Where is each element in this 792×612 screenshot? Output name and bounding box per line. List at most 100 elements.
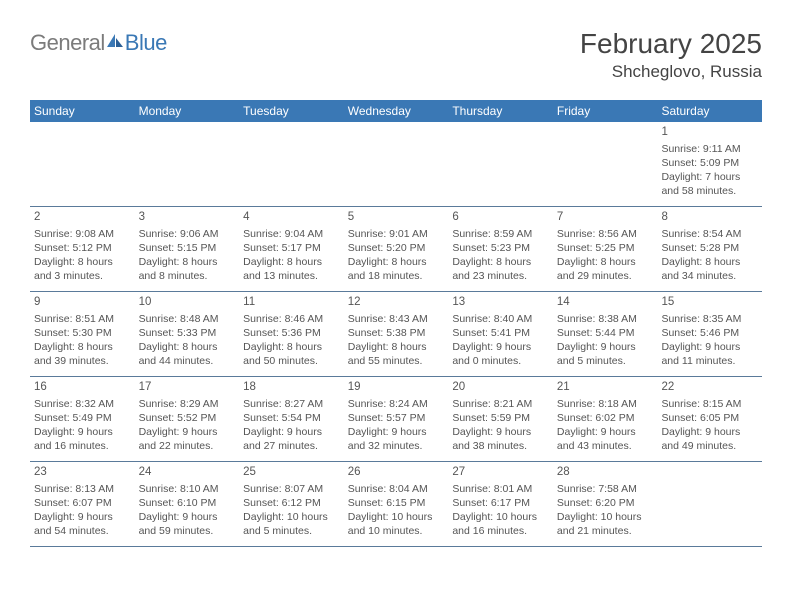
- day-info-line: Sunrise: 8:04 AM: [348, 482, 445, 496]
- day-number: 27: [452, 465, 549, 481]
- day-info-line: Daylight: 10 hours: [452, 510, 549, 524]
- week-row: 9Sunrise: 8:51 AMSunset: 5:30 PMDaylight…: [30, 292, 762, 377]
- day-number: 16: [34, 380, 131, 396]
- weekday-header: Wednesday: [344, 100, 449, 122]
- day-info-line: and 5 minutes.: [243, 524, 340, 538]
- day-info-line: Daylight: 8 hours: [452, 255, 549, 269]
- day-info-line: Sunrise: 8:24 AM: [348, 397, 445, 411]
- day-info-line: Daylight: 9 hours: [243, 425, 340, 439]
- day-info-line: Sunset: 6:15 PM: [348, 496, 445, 510]
- day-info-line: Sunrise: 8:29 AM: [139, 397, 236, 411]
- day-info-line: Sunset: 5:33 PM: [139, 326, 236, 340]
- week-row: 23Sunrise: 8:13 AMSunset: 6:07 PMDayligh…: [30, 462, 762, 547]
- day-cell: 27Sunrise: 8:01 AMSunset: 6:17 PMDayligh…: [448, 462, 553, 546]
- day-info-line: Sunrise: 8:51 AM: [34, 312, 131, 326]
- day-info-line: and 0 minutes.: [452, 354, 549, 368]
- day-info-line: Sunset: 5:36 PM: [243, 326, 340, 340]
- day-info-line: Sunrise: 8:43 AM: [348, 312, 445, 326]
- day-info-line: Sunrise: 8:01 AM: [452, 482, 549, 496]
- day-info-line: Sunrise: 8:35 AM: [661, 312, 758, 326]
- day-info-line: Sunrise: 9:06 AM: [139, 227, 236, 241]
- day-info-line: Daylight: 10 hours: [557, 510, 654, 524]
- brand-logo: GeneralBlue: [30, 30, 167, 56]
- day-info-line: Sunrise: 9:08 AM: [34, 227, 131, 241]
- day-number: 18: [243, 380, 340, 396]
- day-number: 10: [139, 295, 236, 311]
- day-info-line: and 8 minutes.: [139, 269, 236, 283]
- day-info-line: and 21 minutes.: [557, 524, 654, 538]
- day-number: 1: [661, 125, 758, 141]
- day-info-line: Sunset: 5:46 PM: [661, 326, 758, 340]
- day-cell: 12Sunrise: 8:43 AMSunset: 5:38 PMDayligh…: [344, 292, 449, 376]
- logo-sail-icon: [106, 30, 124, 56]
- day-info-line: Sunset: 6:02 PM: [557, 411, 654, 425]
- weekday-header: Tuesday: [239, 100, 344, 122]
- day-cell: [344, 122, 449, 206]
- day-cell: 20Sunrise: 8:21 AMSunset: 5:59 PMDayligh…: [448, 377, 553, 461]
- day-cell: 8Sunrise: 8:54 AMSunset: 5:28 PMDaylight…: [657, 207, 762, 291]
- day-info-line: Sunrise: 8:07 AM: [243, 482, 340, 496]
- day-info-line: Sunrise: 8:13 AM: [34, 482, 131, 496]
- day-number: 21: [557, 380, 654, 396]
- day-cell: 16Sunrise: 8:32 AMSunset: 5:49 PMDayligh…: [30, 377, 135, 461]
- day-info-line: Sunset: 5:17 PM: [243, 241, 340, 255]
- day-number: 26: [348, 465, 445, 481]
- day-info-line: Sunset: 5:25 PM: [557, 241, 654, 255]
- day-cell: 15Sunrise: 8:35 AMSunset: 5:46 PMDayligh…: [657, 292, 762, 376]
- day-info-line: Daylight: 8 hours: [34, 255, 131, 269]
- day-number: 13: [452, 295, 549, 311]
- day-cell: 11Sunrise: 8:46 AMSunset: 5:36 PMDayligh…: [239, 292, 344, 376]
- day-cell: [553, 122, 658, 206]
- day-cell: 25Sunrise: 8:07 AMSunset: 6:12 PMDayligh…: [239, 462, 344, 546]
- day-number: 14: [557, 295, 654, 311]
- day-cell: [448, 122, 553, 206]
- day-number: 23: [34, 465, 131, 481]
- day-info-line: Sunrise: 8:40 AM: [452, 312, 549, 326]
- day-info-line: Sunrise: 7:58 AM: [557, 482, 654, 496]
- day-cell: [239, 122, 344, 206]
- day-info-line: Sunrise: 8:32 AM: [34, 397, 131, 411]
- day-number: 12: [348, 295, 445, 311]
- day-info-line: Daylight: 10 hours: [243, 510, 340, 524]
- day-info-line: and 54 minutes.: [34, 524, 131, 538]
- day-info-line: Sunset: 6:12 PM: [243, 496, 340, 510]
- day-info-line: Sunset: 5:23 PM: [452, 241, 549, 255]
- day-info-line: Daylight: 9 hours: [661, 340, 758, 354]
- day-info-line: Daylight: 9 hours: [452, 425, 549, 439]
- day-cell: 9Sunrise: 8:51 AMSunset: 5:30 PMDaylight…: [30, 292, 135, 376]
- day-info-line: Sunset: 5:44 PM: [557, 326, 654, 340]
- day-info-line: Sunset: 5:09 PM: [661, 156, 758, 170]
- day-info-line: Sunrise: 8:38 AM: [557, 312, 654, 326]
- day-info-line: Sunrise: 8:15 AM: [661, 397, 758, 411]
- day-number: 6: [452, 210, 549, 226]
- day-number: 19: [348, 380, 445, 396]
- day-info-line: Sunrise: 9:04 AM: [243, 227, 340, 241]
- day-cell: [30, 122, 135, 206]
- day-info-line: and 10 minutes.: [348, 524, 445, 538]
- day-info-line: and 11 minutes.: [661, 354, 758, 368]
- day-info-line: Sunrise: 8:27 AM: [243, 397, 340, 411]
- day-info-line: Sunset: 5:15 PM: [139, 241, 236, 255]
- weekday-header: Saturday: [657, 100, 762, 122]
- day-info-line: Sunset: 5:28 PM: [661, 241, 758, 255]
- day-info-line: Daylight: 9 hours: [34, 425, 131, 439]
- day-number: 20: [452, 380, 549, 396]
- weekday-header: Thursday: [448, 100, 553, 122]
- day-info-line: Daylight: 9 hours: [557, 425, 654, 439]
- day-cell: 23Sunrise: 8:13 AMSunset: 6:07 PMDayligh…: [30, 462, 135, 546]
- day-cell: 24Sunrise: 8:10 AMSunset: 6:10 PMDayligh…: [135, 462, 240, 546]
- day-cell: 14Sunrise: 8:38 AMSunset: 5:44 PMDayligh…: [553, 292, 658, 376]
- day-info-line: Sunrise: 9:11 AM: [661, 142, 758, 156]
- day-cell: 6Sunrise: 8:59 AMSunset: 5:23 PMDaylight…: [448, 207, 553, 291]
- day-info-line: Sunset: 5:57 PM: [348, 411, 445, 425]
- day-number: 3: [139, 210, 236, 226]
- day-info-line: and 44 minutes.: [139, 354, 236, 368]
- day-info-line: Sunrise: 8:21 AM: [452, 397, 549, 411]
- day-info-line: Daylight: 8 hours: [139, 340, 236, 354]
- day-info-line: Daylight: 9 hours: [661, 425, 758, 439]
- day-info-line: and 32 minutes.: [348, 439, 445, 453]
- day-cell: 3Sunrise: 9:06 AMSunset: 5:15 PMDaylight…: [135, 207, 240, 291]
- day-cell: 4Sunrise: 9:04 AMSunset: 5:17 PMDaylight…: [239, 207, 344, 291]
- day-info-line: and 55 minutes.: [348, 354, 445, 368]
- day-info-line: and 16 minutes.: [452, 524, 549, 538]
